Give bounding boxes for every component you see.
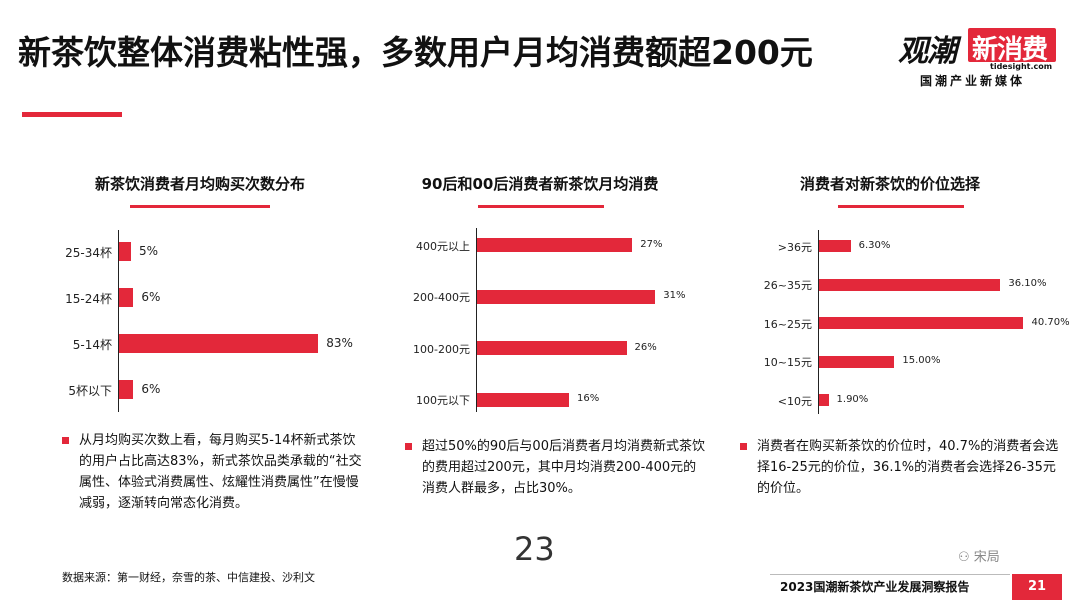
chart2-value-label: 26% [634,341,657,353]
chart1-title: 新茶饮消费者月均购买次数分布 [94,175,305,193]
chart3-value-label: 15.00% [902,355,941,366]
chart1-bar [119,288,134,307]
chart1-value-label: 5% [139,243,159,258]
note-2-bullet [405,443,412,450]
chart3-category-label: <10元 [777,394,812,408]
logo-url: tidesight.com [990,62,1053,71]
chart3-bar [819,394,829,406]
logo-main-text: 观潮 [898,34,957,69]
chart3-value-label: 6.30% [858,239,891,251]
note-1-text: 从月均购买次数上看，每月购买5-14杯新式茶饮的用户占比高达83%，新式茶饮品类… [79,433,362,511]
chart1-value-label: 6% [141,381,161,396]
logo-box [968,28,1056,62]
footer-divider [770,574,1010,575]
chart3-category-label: 26~35元 [763,279,812,293]
chart1-category-label: 25-34杯 [65,245,112,260]
chart3-value-label: 40.70% [1031,316,1070,328]
chart2-bar [477,289,656,304]
data-source: 数据来源：第一财经，奈雪的茶、中信建投、沙利文 [62,571,315,584]
chart2-title: 90后和00后消费者新茶饮月均消费 [421,175,659,193]
chart1-value-label: 6% [141,289,161,304]
chart3-value-label: 1.90% [836,393,869,405]
chart3-axis [818,230,819,414]
page-title: 新茶饮整体消费粘性强，多数用户月均消费额超200元 [18,33,813,72]
chart3-bar [819,240,851,252]
chart2-value-label: 16% [577,393,600,404]
note-1: 从月均购买次数上看，每月购买5-14杯新式茶饮的用户占比高达83%，新式茶饮品类… [62,430,362,514]
chart2-value-label: 27% [640,238,663,250]
chart3-bar [819,317,1024,329]
wechat-account: 宋局 [973,550,1000,565]
logo-box-text: 新消费 [972,35,1048,65]
chart3-title-underline [838,205,964,208]
chart3-category-label: >36元 [777,240,812,254]
chart3-category-label: 16~25元 [763,317,812,331]
note-2-text: 超过50%的90后与00后消费者月均消费新式茶饮的费用超过200元，其中月均消费… [422,439,705,496]
chart3-bar [819,355,895,368]
chart3-title: 消费者对新茶饮的价位选择 [799,175,980,193]
chart1-category-label: 15-24杯 [65,291,112,306]
chart1-bar [119,380,134,399]
chart1-title-underline [130,205,270,208]
wechat-icon: ⚇ [958,550,974,565]
chart2-category-label: 100元以下 [416,394,470,408]
chart1-bar [119,334,319,353]
chart2-value-label: 31% [663,290,686,301]
chart2-bar [477,238,633,252]
chart2-category-label: 400元以上 [416,239,470,253]
report-name: 2023国潮新茶饮产业发展洞察报告 [780,580,970,594]
center-page-number: 23 [514,530,555,568]
chart2-category-label: 100-200元 [413,342,470,356]
chart2-category-label: 200-400元 [413,291,470,305]
chart2-bar [477,341,627,355]
page-badge: 21 [1012,574,1062,600]
note-3: 消费者在购买新茶饮的价位时，40.7%的消费者会选择16-25元的价位，36.1… [740,436,1060,499]
brand-logo: 观潮 新消费 tidesight.com 国潮产业新媒体 [898,26,1068,88]
title-underline [22,112,122,117]
chart3-category-label: 10~15元 [763,356,812,370]
note-1-bullet [62,437,69,444]
note-3-bullet [740,443,747,450]
chart1-category-label: 5杯以下 [68,383,112,398]
note-2: 超过50%的90后与00后消费者月均消费新式茶饮的费用超过200元，其中月均消费… [405,436,705,499]
note-3-text: 消费者在购买新茶饮的价位时，40.7%的消费者会选择16-25元的价位，36.1… [757,439,1059,496]
chart2-axis [476,228,477,412]
chart1-bar [119,242,131,261]
wechat-watermark: ⚇ 宋局 [958,546,1000,565]
chart2-bar [477,392,569,407]
logo-subtitle: 国潮产业新媒体 [920,74,1026,88]
chart3-value-label: 36.10% [1008,278,1047,289]
chart1-value-label: 83% [326,335,353,350]
chart1-axis [118,230,119,412]
chart3-bar [819,278,1001,291]
chart2-title-underline [478,205,604,208]
chart1-category-label: 5-14杯 [72,337,112,352]
